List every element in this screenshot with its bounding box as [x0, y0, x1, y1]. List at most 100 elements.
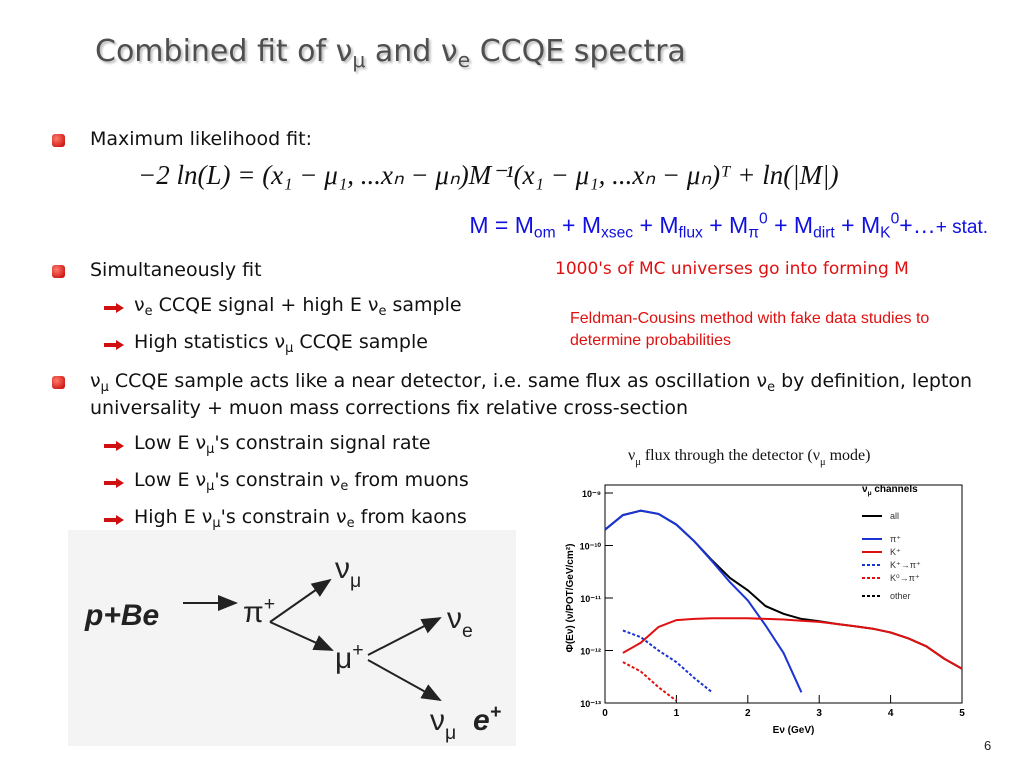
text-run: + — [352, 639, 363, 661]
text-run: Low E ν — [134, 432, 207, 454]
text-run: + — [264, 593, 275, 615]
plot-frame — [604, 484, 963, 704]
text-run: e — [462, 620, 473, 642]
diagram-background — [68, 530, 516, 746]
bullet: νμ CCQE sample acts like a near detector… — [52, 368, 1012, 422]
text-run: and ν — [365, 34, 458, 69]
y-tick-label: 10⁻¹⁰ — [580, 542, 602, 552]
plot-background — [555, 440, 975, 760]
arrow-icon — [104, 441, 124, 451]
text-run: ν — [335, 552, 350, 585]
diagram-arrows — [183, 578, 442, 701]
note: 1000's of MC universes go into forming M — [555, 259, 909, 279]
text-run: dirt — [813, 224, 835, 242]
sub-bullet: Low E νμ's constrain signal rate — [104, 430, 431, 457]
series-line — [622, 617, 963, 670]
text-run: CCQE sample acts like a near detector, i… — [108, 370, 768, 392]
series-line — [604, 509, 803, 693]
text-run: ν — [447, 602, 462, 635]
text-run: Simultaneously fit — [90, 259, 262, 281]
text-run: μ — [100, 379, 109, 395]
legend-title: νμ channels — [862, 484, 918, 497]
text-run: K — [880, 224, 891, 242]
sub-bullet-text: νe CCQE signal + high E νe sample — [134, 294, 462, 319]
text-run: xsec — [600, 224, 634, 242]
text-run: CCQE signal + high E ν — [152, 294, 379, 316]
sub-bullet-text: High E νμ's constrain νe from kaons — [134, 506, 467, 531]
text-run: High statistics ν — [134, 331, 286, 353]
legend-label: K⁰→π⁺ — [890, 573, 920, 583]
legend-label: all — [890, 511, 899, 521]
matrix-stat: + stat. — [935, 217, 988, 238]
sub-bullet: High statistics νμ CCQE sample — [104, 329, 428, 356]
legend-label: other — [890, 591, 911, 601]
text-run: +… — [899, 212, 936, 238]
text-run: μ — [206, 478, 215, 494]
diagram-nue: νe — [447, 602, 473, 642]
text-run: M = M — [469, 212, 534, 238]
sub-bullet: High E νμ's constrain νe from kaons — [104, 504, 467, 531]
text-run: μ — [635, 457, 641, 468]
arrow-icon — [104, 515, 124, 525]
text-run: e — [457, 48, 471, 73]
text-run: 0 — [890, 210, 900, 228]
text-run: ν — [90, 370, 101, 392]
text-run: Maximum likelihood fit: — [90, 128, 312, 150]
text-run: 0 — [758, 210, 768, 228]
text-run: 's constrain ν — [220, 506, 347, 528]
legend-label: K⁺→π⁺ — [890, 560, 921, 570]
text-run: Combined fit of ν — [95, 34, 353, 69]
x-tick-label: 5 — [959, 708, 965, 719]
text-run: μ — [335, 642, 352, 675]
matrix-terms: M = Mom + Mxsec + Mflux + Mπ0 + Mdirt + … — [469, 210, 936, 241]
text-run: CCQE spectra — [470, 34, 686, 69]
x-tick-label: 0 — [602, 708, 608, 719]
sub-bullet-text: Low E νμ's constrain νe from muons — [134, 469, 469, 494]
text-run: from kaons — [354, 506, 467, 528]
diagram-positron: e+ — [473, 701, 501, 737]
text-run: e — [346, 515, 355, 531]
text-run: μ — [350, 570, 361, 592]
chart-title: νμ flux through the detector (νμ mode) — [628, 447, 870, 468]
text-run: Low E ν — [134, 469, 207, 491]
diagram-pion: π+ — [243, 593, 275, 629]
text-run: π — [243, 596, 264, 629]
page-number: 6 — [984, 738, 992, 753]
x-axis-label: Eν (GeV) — [773, 725, 815, 736]
series-line — [622, 629, 713, 694]
x-tick-label: 3 — [816, 708, 822, 719]
text-run: + — [490, 701, 501, 723]
text-run: by definition, lepton universality + muo… — [90, 370, 973, 419]
sub-bullet: νe CCQE signal + high E νe sample — [104, 292, 462, 319]
text-run: channels — [872, 484, 919, 495]
x-tick-label: 2 — [745, 708, 751, 719]
text-run: + M — [767, 212, 814, 238]
sub-bullet: Low E νμ's constrain νe from muons — [104, 467, 469, 494]
text-run: μ — [868, 490, 872, 497]
arrow-icon — [104, 340, 124, 350]
text-run: mode) — [826, 447, 871, 464]
text-run: flux — [678, 224, 703, 242]
text-run: e — [340, 478, 349, 494]
matrix-sum: M = Mom + Mxsec + Mflux + Mπ0 + Mdirt + … — [469, 210, 988, 241]
diagram-muon: μ+ — [335, 639, 364, 675]
y-tick-label: 10⁻¹³ — [580, 699, 601, 709]
diagram-numu: νμ — [430, 704, 456, 744]
diagram-beam: p+Be — [84, 599, 159, 632]
note: Feldman-Cousins method with fake data st… — [570, 310, 930, 349]
legend-label: π⁺ — [890, 534, 901, 544]
y-axis-label: Φ(Eν) (ν/POT/GeV/cm²) — [565, 544, 576, 653]
text-run: om — [533, 224, 556, 242]
y-tick-label: 10⁻¹² — [580, 647, 601, 657]
bullet-text: Simultaneously fit — [90, 257, 262, 284]
y-tick-label: 10⁻⁹ — [582, 489, 601, 499]
bullet-text: Maximum likelihood fit: — [90, 126, 312, 153]
text-run: e — [378, 303, 387, 319]
legend-label: K⁺ — [890, 547, 901, 557]
text-run: π — [748, 224, 759, 242]
text-run: ν — [134, 294, 145, 316]
bullet-text: νμ CCQE sample acts like a near detector… — [90, 368, 1012, 422]
text-run: 's constrain signal rate — [214, 432, 431, 454]
